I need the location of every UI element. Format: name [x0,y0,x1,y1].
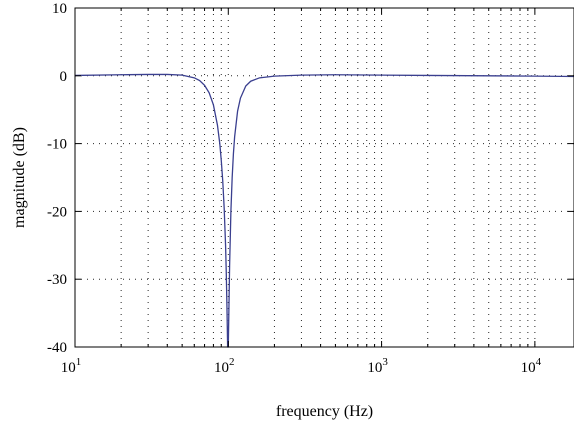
x-tick-label-exponent: 2 [229,356,235,368]
y-tick-label: -40 [47,340,67,356]
x-tick-labels: 101 102 103 104 [61,356,542,376]
x-tick-label-exponent: 4 [536,356,542,368]
x-tick-label-base: 10 [367,360,382,376]
x-tick-label-exponent: 1 [76,356,82,368]
y-tick-labels: 10 0 -10 -20 -30 -40 [47,1,67,356]
y-axis-label: magnitude (dB) [11,127,28,228]
grid [75,8,574,347]
y-tick-label: 10 [52,1,67,17]
x-tick-label-exponent: 3 [382,356,388,368]
x-axis-label: frequency (Hz) [276,403,373,420]
x-tick-label-base: 10 [61,360,76,376]
plot-frame [74,7,574,348]
x-tick-label-base: 10 [214,360,229,376]
axis-ticks [75,7,574,348]
y-tick-label: -30 [47,272,67,288]
y-tick-label: 0 [60,69,68,85]
series-layer [74,73,574,348]
x-tick-label: 103 [367,356,388,376]
y-tick-label: -10 [47,137,67,153]
x-tick-label: 101 [61,356,82,376]
x-tick-label: 102 [214,356,235,376]
y-tick-label: -20 [47,204,67,220]
x-tick-label: 104 [521,356,542,376]
series-line-0 [74,73,574,348]
x-tick-label-base: 10 [521,360,536,376]
